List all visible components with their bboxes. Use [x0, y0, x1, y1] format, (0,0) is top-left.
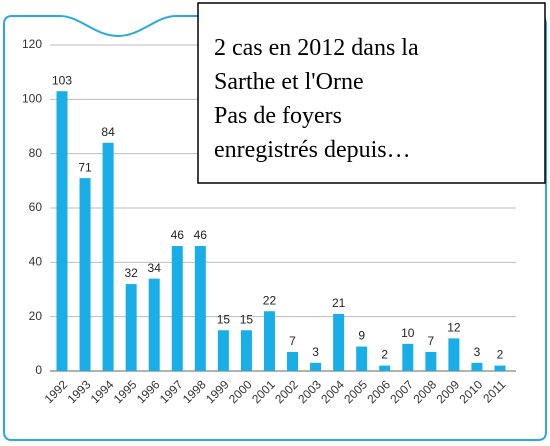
- bar: [310, 362, 322, 371]
- y-tick-label: 40: [29, 255, 43, 269]
- note-line: Sarthe et l'Orne: [214, 69, 364, 95]
- bar: [217, 330, 229, 371]
- bar: [79, 178, 91, 371]
- value-label: 7: [289, 334, 296, 348]
- x-tick-label: 1998: [180, 377, 209, 406]
- note-line: 2 cas en 2012 dans la: [214, 35, 419, 61]
- note-line: Pas de foyers: [214, 103, 342, 129]
- value-label: 7: [427, 334, 434, 348]
- value-label: 32: [124, 266, 138, 280]
- bar: [402, 343, 414, 371]
- y-tick-label: 60: [29, 200, 43, 214]
- value-label: 46: [194, 228, 208, 242]
- x-tick-label: 1997: [157, 377, 186, 406]
- value-label: 84: [101, 125, 115, 139]
- value-label: 15: [217, 312, 231, 326]
- value-label: 10: [401, 326, 415, 340]
- bar: [287, 351, 299, 371]
- x-tick-label: 2008: [410, 377, 439, 406]
- x-tick-label: 1995: [111, 377, 140, 406]
- x-tick-label: 1996: [134, 377, 163, 406]
- value-label: 71: [78, 160, 92, 174]
- value-label: 2: [381, 348, 388, 362]
- bar: [494, 365, 506, 371]
- value-label: 2: [497, 348, 504, 362]
- x-tick-label: 2011: [480, 377, 508, 405]
- x-tick-label: 2006: [364, 377, 393, 406]
- y-tick-label: 80: [29, 146, 43, 160]
- bar: [148, 278, 160, 371]
- note-line: enregistrés depuis…: [214, 137, 411, 163]
- frame: [3, 15, 547, 441]
- x-tick-label: 2004: [318, 377, 347, 406]
- x-tick-label: 2010: [457, 377, 486, 406]
- value-label: 34: [148, 261, 162, 275]
- bar: [425, 351, 437, 371]
- bar: [379, 365, 391, 371]
- x-tick-label: 2005: [341, 377, 370, 406]
- bar: [194, 246, 206, 371]
- x-tick-label: 1994: [88, 377, 117, 406]
- bar: [171, 246, 183, 371]
- value-label: 3: [312, 345, 319, 359]
- bar: [102, 142, 114, 371]
- value-label: 46: [171, 228, 185, 242]
- x-tick-label: 1999: [203, 377, 232, 406]
- bar: [471, 362, 483, 371]
- value-label: 3: [474, 345, 481, 359]
- x-tick-label: 2009: [433, 377, 462, 406]
- note-box: [197, 2, 546, 184]
- bar: [125, 284, 137, 371]
- bar: [356, 346, 368, 371]
- x-tick-label: 1992: [42, 377, 71, 406]
- x-tick-label: 2001: [249, 377, 278, 406]
- y-tick-label: 120: [22, 37, 42, 51]
- x-tick-label: 2007: [387, 377, 416, 406]
- x-tick-label: 2002: [272, 377, 301, 406]
- y-tick-label: 100: [22, 92, 42, 106]
- value-label: 22: [263, 293, 277, 307]
- value-label: 15: [240, 312, 254, 326]
- bar: [56, 91, 68, 371]
- x-tick-label: 2003: [295, 377, 324, 406]
- bar: [448, 338, 460, 371]
- x-tick-label: 2000: [226, 377, 255, 406]
- bar: [333, 313, 345, 371]
- bar: [240, 330, 252, 371]
- bar: [263, 311, 275, 371]
- value-label: 12: [447, 321, 461, 335]
- value-label: 9: [358, 329, 365, 343]
- y-tick-label: 0: [35, 363, 42, 377]
- x-tick-label: 1993: [65, 377, 94, 406]
- value-label: 103: [52, 73, 72, 87]
- y-tick-label: 20: [29, 309, 43, 323]
- value-label: 21: [332, 296, 346, 310]
